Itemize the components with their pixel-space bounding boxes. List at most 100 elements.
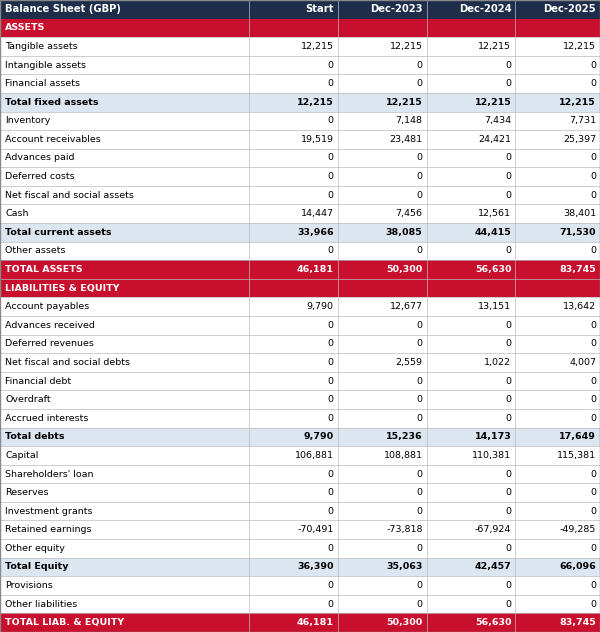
Bar: [0, 446, 600, 465]
Text: -67,924: -67,924: [475, 525, 511, 534]
Text: Accrued interests: Accrued interests: [5, 414, 88, 423]
Text: Account payables: Account payables: [5, 302, 89, 311]
Text: 0: 0: [505, 339, 511, 348]
Text: Start: Start: [305, 4, 334, 15]
Bar: [0, 167, 600, 186]
Text: Provisions: Provisions: [5, 581, 53, 590]
Bar: [0, 409, 600, 427]
Text: 0: 0: [416, 414, 422, 423]
Text: 7,434: 7,434: [484, 116, 511, 125]
Text: 0: 0: [416, 395, 422, 404]
Bar: [0, 75, 600, 93]
Text: 46,181: 46,181: [297, 618, 334, 627]
Text: 1,022: 1,022: [484, 358, 511, 367]
Text: 0: 0: [505, 544, 511, 553]
Text: 0: 0: [328, 395, 334, 404]
Text: Tangible assets: Tangible assets: [5, 42, 77, 51]
Text: 0: 0: [590, 61, 596, 70]
Text: 0: 0: [590, 246, 596, 255]
Bar: [0, 205, 600, 223]
Text: 9,790: 9,790: [307, 302, 334, 311]
Text: Deferred costs: Deferred costs: [5, 172, 74, 181]
Text: 0: 0: [416, 581, 422, 590]
Text: 0: 0: [590, 507, 596, 516]
Text: -73,818: -73,818: [386, 525, 422, 534]
Text: 50,300: 50,300: [386, 618, 422, 627]
Text: 14,447: 14,447: [301, 209, 334, 218]
Text: Total Equity: Total Equity: [5, 562, 68, 571]
Text: 0: 0: [505, 395, 511, 404]
Text: 12,215: 12,215: [301, 42, 334, 51]
Text: Net fiscal and social assets: Net fiscal and social assets: [5, 191, 134, 200]
Text: Dec-2023: Dec-2023: [370, 4, 422, 15]
Text: Account receivables: Account receivables: [5, 135, 101, 144]
Text: 0: 0: [505, 172, 511, 181]
Text: 0: 0: [590, 470, 596, 478]
Bar: [0, 93, 600, 111]
Text: 0: 0: [328, 246, 334, 255]
Text: 0: 0: [505, 154, 511, 162]
Text: 0: 0: [328, 377, 334, 386]
Text: 0: 0: [590, 321, 596, 330]
Text: Overdraft: Overdraft: [5, 395, 50, 404]
Text: 0: 0: [416, 79, 422, 88]
Bar: [0, 260, 600, 279]
Text: 0: 0: [505, 507, 511, 516]
Text: 0: 0: [328, 507, 334, 516]
Text: 0: 0: [505, 414, 511, 423]
Text: Cash: Cash: [5, 209, 29, 218]
Text: 0: 0: [328, 470, 334, 478]
Text: 35,063: 35,063: [386, 562, 422, 571]
Text: Advances received: Advances received: [5, 321, 95, 330]
Text: Dec-2025: Dec-2025: [544, 4, 596, 15]
Text: 0: 0: [328, 581, 334, 590]
Text: 0: 0: [416, 488, 422, 497]
Text: 108,881: 108,881: [383, 451, 422, 460]
Bar: [0, 539, 600, 557]
Text: 17,649: 17,649: [559, 432, 596, 441]
Text: Intangible assets: Intangible assets: [5, 61, 86, 70]
Text: TOTAL ASSETS: TOTAL ASSETS: [5, 265, 83, 274]
Text: 0: 0: [328, 600, 334, 609]
Text: 0: 0: [416, 470, 422, 478]
Text: 38,085: 38,085: [386, 228, 422, 237]
Text: LIABILITIES & EQUITY: LIABILITIES & EQUITY: [5, 284, 119, 293]
Text: Financial assets: Financial assets: [5, 79, 80, 88]
Text: 50,300: 50,300: [386, 265, 422, 274]
Text: 0: 0: [416, 507, 422, 516]
Text: 56,630: 56,630: [475, 265, 511, 274]
Text: 66,096: 66,096: [559, 562, 596, 571]
Text: 0: 0: [505, 470, 511, 478]
Text: Other assets: Other assets: [5, 246, 65, 255]
Bar: [0, 186, 600, 205]
Text: 9,790: 9,790: [304, 432, 334, 441]
Text: 0: 0: [590, 191, 596, 200]
Bar: [0, 111, 600, 130]
Text: 0: 0: [590, 154, 596, 162]
Text: 0: 0: [590, 395, 596, 404]
Text: 0: 0: [328, 154, 334, 162]
Text: 0: 0: [505, 321, 511, 330]
Text: 0: 0: [505, 79, 511, 88]
Text: Advances paid: Advances paid: [5, 154, 74, 162]
Text: 0: 0: [590, 600, 596, 609]
Text: 0: 0: [416, 544, 422, 553]
Text: 0: 0: [416, 600, 422, 609]
Text: 0: 0: [590, 488, 596, 497]
Text: 0: 0: [416, 246, 422, 255]
Text: -70,491: -70,491: [298, 525, 334, 534]
Text: 25,397: 25,397: [563, 135, 596, 144]
Text: 12,215: 12,215: [563, 42, 596, 51]
Text: 0: 0: [416, 377, 422, 386]
Text: 115,381: 115,381: [557, 451, 596, 460]
Text: 24,421: 24,421: [478, 135, 511, 144]
Text: 0: 0: [505, 191, 511, 200]
Text: 0: 0: [328, 321, 334, 330]
Text: 0: 0: [328, 544, 334, 553]
Text: 0: 0: [416, 172, 422, 181]
Text: 12,561: 12,561: [478, 209, 511, 218]
Text: Retained earnings: Retained earnings: [5, 525, 91, 534]
Bar: [0, 298, 600, 316]
Text: 0: 0: [505, 246, 511, 255]
Text: 71,530: 71,530: [560, 228, 596, 237]
